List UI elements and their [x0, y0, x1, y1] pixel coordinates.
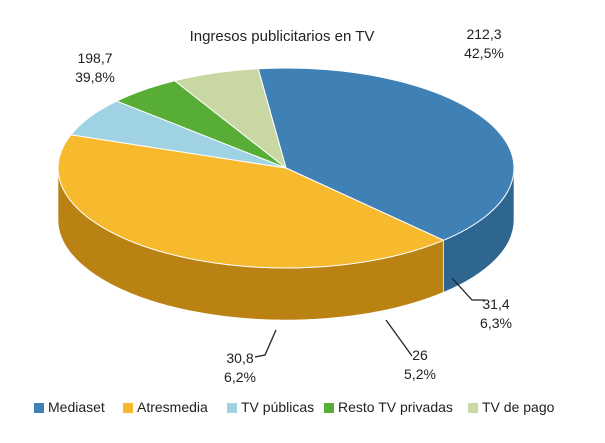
legend-label-tv-publicas: TV públicas — [241, 399, 314, 415]
percent-label-tv-publicas: 6,3% — [480, 315, 512, 331]
value-label-atresmedia: 212,3 — [466, 26, 501, 42]
value-label-mediaset: 198,7 — [77, 50, 112, 66]
percent-label-tv-de-pago: 6,2% — [224, 369, 256, 385]
pie-slices — [57, 67, 515, 269]
legend-label-tv-de-pago: TV de pago — [482, 399, 555, 415]
leader-line-tv-publicas — [451, 277, 485, 301]
value-label-tv-publicas: 31,4 — [482, 296, 509, 312]
data-labels: 198,7 39,8% 212,3 42,5% 31,4 6,3% 26 5,2% 30,8 6,… — [75, 26, 512, 385]
legend-label-mediaset: Mediaset — [48, 399, 105, 415]
legend-swatch-mediaset — [34, 403, 44, 413]
value-label-tv-de-pago: 30,8 — [226, 350, 253, 366]
pie-slice-mediaset — [257, 67, 515, 241]
percent-label-atresmedia: 42,5% — [464, 45, 504, 61]
pie-slice-atresmedia — [57, 134, 445, 269]
legend-swatch-atresmedia — [123, 403, 133, 413]
legend-swatch-tv-de-pago — [468, 403, 478, 413]
legend: Mediaset Atresmedia TV públicas Resto TV pr… — [34, 399, 555, 415]
leader-line-resto-tv-privadas — [385, 319, 413, 357]
legend-label-resto-tv-privadas: Resto TV privadas — [338, 399, 453, 415]
pie-slice-tv-de-pago — [173, 68, 287, 170]
legend-label-atresmedia: Atresmedia — [137, 399, 208, 415]
legend-swatch-resto-tv-privadas — [324, 403, 334, 413]
leader-lines — [254, 277, 485, 358]
leader-line-tv-de-pago — [254, 329, 277, 358]
percent-label-resto-tv-privadas: 5,2% — [404, 366, 436, 382]
legend-swatch-tv-publicas — [227, 403, 237, 413]
percent-label-mediaset: 39,8% — [75, 69, 115, 85]
chart-title: Ingresos publicitarios en TV — [190, 28, 375, 45]
value-label-resto-tv-privadas: 26 — [412, 347, 428, 363]
